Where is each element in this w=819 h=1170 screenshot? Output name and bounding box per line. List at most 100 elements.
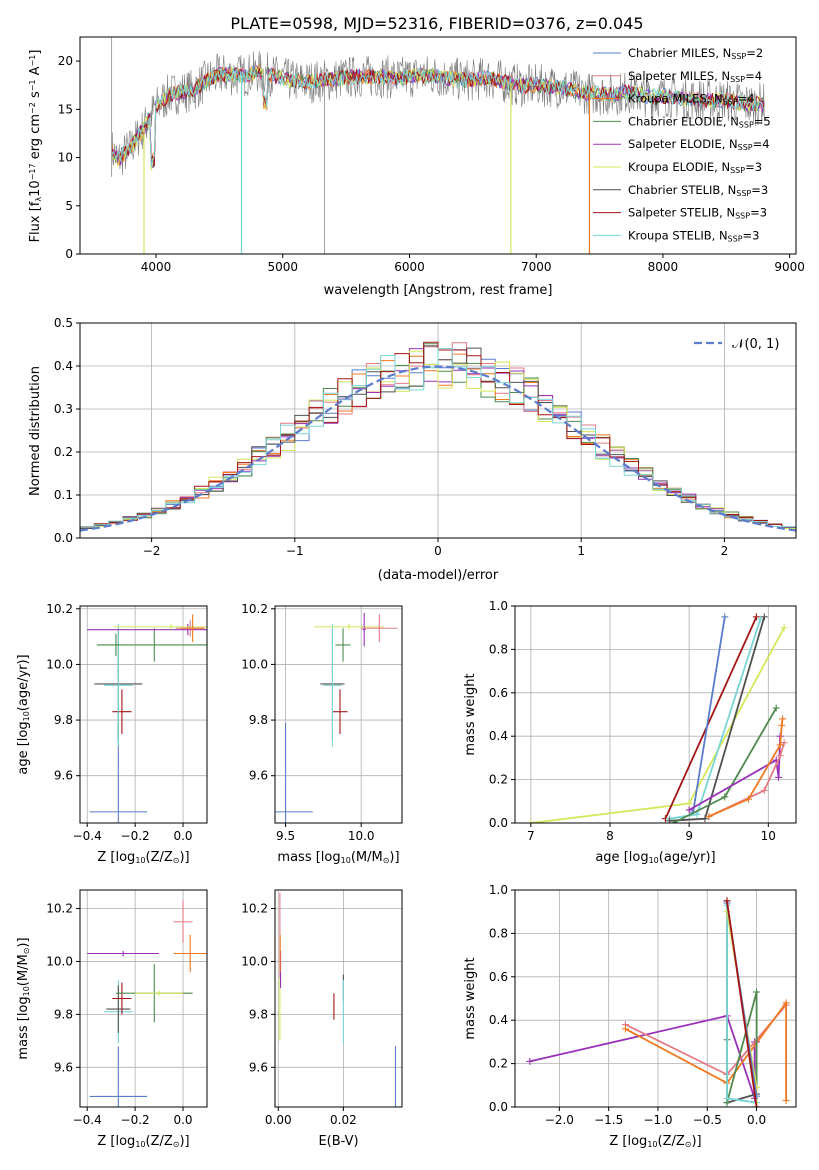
axes-residuals <box>80 322 796 539</box>
axes-age-vs-mass <box>275 606 402 823</box>
frame-mass-vs-ebv: 0.00 0.02 9.6 9.8 10.0 10.2 E(B-V) <box>241 889 403 1149</box>
tick-label-y: 0.5 <box>54 316 73 330</box>
tick-label-x: −2.0 <box>545 1113 574 1127</box>
errorbar-point <box>112 689 132 734</box>
label-part: )] <box>179 850 189 865</box>
tick-label-x: 1 <box>577 544 585 558</box>
label-part: SSP <box>723 98 738 107</box>
axes-frame <box>79 889 208 1108</box>
y-axis-label: Normed distribution <box>28 366 43 496</box>
tick-label-y: 10.0 <box>46 657 73 671</box>
tick-label-y: 0.0 <box>489 1100 508 1114</box>
tick-label-x: 5000 <box>267 260 298 274</box>
label-part: age [log <box>595 850 648 865</box>
label-part: (Z/Z <box>146 850 173 865</box>
label-part: SSP <box>735 212 750 221</box>
label-part: −17 <box>28 163 37 180</box>
tick-label-y: 0.2 <box>489 773 508 787</box>
tick-label-y: 0.2 <box>489 1057 508 1071</box>
label-part: −1 <box>28 79 37 91</box>
tick-label-y: 0.3 <box>54 402 73 416</box>
plot-area <box>111 37 765 254</box>
tick-label-x: 0.0 <box>173 1113 192 1127</box>
label-part: Chabrier STELIB, <box>628 183 728 197</box>
axes-weight-vs-Z <box>515 889 796 1108</box>
label-part: N <box>729 137 738 151</box>
legend-label: Kroupa ELODIE, NSSP=3 <box>628 160 762 175</box>
tick-label-y: 9.6 <box>249 1060 268 1074</box>
label-part: N <box>721 69 730 83</box>
label-part: 10 <box>135 1140 145 1149</box>
errorbar-point <box>335 628 351 662</box>
label-part: Chabrier ELODIE, <box>628 114 730 128</box>
legend: 𝒩(0, 1) <box>694 337 779 352</box>
label-part: )] <box>179 1134 189 1149</box>
y-axis-label: mass [log10(M/M⊙)] <box>16 937 31 1059</box>
legend-label: Salpeter ELODIE, NSSP=4 <box>628 137 770 152</box>
tick-label-y: 0.0 <box>489 816 508 830</box>
label-part: =3 <box>743 228 760 242</box>
errorbar-point <box>89 722 148 823</box>
label-part: SSP <box>731 52 746 61</box>
weight-series <box>624 1001 787 1101</box>
tick-label-x: 0.02 <box>330 1113 357 1127</box>
legend-label: Chabrier MILES, NSSP=2 <box>628 46 763 61</box>
label-part: (M/M <box>16 954 31 986</box>
label-part: (Z/Z <box>658 1134 685 1149</box>
label-part: N <box>719 228 728 242</box>
errorbar-point <box>332 689 348 734</box>
tick-label-x: 4000 <box>141 260 172 274</box>
axes-frame <box>514 889 797 1108</box>
label-part: SSP <box>738 143 753 152</box>
axes-frame <box>274 605 403 824</box>
label-part: ⊙ <box>383 856 390 865</box>
label-part: A <box>28 66 43 79</box>
errorbar-point <box>87 950 160 957</box>
label-part: ⊙ <box>173 856 180 865</box>
label-part: Kroupa ELODIE, <box>628 160 721 174</box>
x-axis-label: age [log10(age/yr)] <box>595 850 715 865</box>
frame-spectrum: 4000 5000 6000 7000 8000 9000 0 5 10 15 20 Chabrier… <box>28 36 805 298</box>
tick-label-x: 9000 <box>774 260 805 274</box>
tick-label-y: 10.2 <box>241 602 268 616</box>
legend-label: Chabrier ELODIE, NSSP=5 <box>628 114 771 129</box>
tick-label-x: −1 <box>286 544 304 558</box>
tick-label-x: −1.5 <box>594 1113 623 1127</box>
tick-label-x: 0 <box>434 544 442 558</box>
label-part: )] <box>389 850 399 865</box>
tick-label-y: 0.6 <box>489 686 508 700</box>
label-part: (age/yr)] <box>16 654 31 711</box>
x-axis-label: Z [log10(Z/Z⊙)] <box>97 1134 189 1149</box>
label-part: N <box>728 183 737 197</box>
weight-series <box>669 618 762 820</box>
label-part: 10 <box>135 856 145 865</box>
plot-area <box>279 892 397 1107</box>
label-part: (Z/Z <box>146 1134 173 1149</box>
tick-label-x: −0.4 <box>73 829 102 843</box>
tick-label-x: 9.5 <box>276 829 295 843</box>
x-axis-label: (data-model)/error <box>378 568 499 583</box>
plot-area <box>527 613 788 823</box>
label-part: SSP <box>736 189 751 198</box>
tick-label-x: 2 <box>721 544 729 558</box>
errorbar-point <box>113 624 207 630</box>
tick-label-y: 0.8 <box>489 926 508 940</box>
label-part: =4 <box>745 69 762 83</box>
frame-age-vs-mass: 9.5 10.0 9.6 9.8 10.0 10.2 mass [log10(M/M⊙)] <box>241 602 403 865</box>
label-part: SSP <box>730 166 745 175</box>
legend-label: Chabrier STELIB, NSSP=3 <box>628 183 768 198</box>
label-part: N <box>714 92 723 106</box>
label-part: SSP <box>739 120 754 129</box>
axes-frame <box>79 605 208 824</box>
label-part: Chabrier MILES, <box>628 46 723 60</box>
label-part: mass [log <box>277 850 340 865</box>
histogram-step <box>80 348 796 528</box>
tick-label-y: 10.2 <box>46 602 73 616</box>
tick-label-y: 20 <box>58 54 73 68</box>
tick-label-x: 0.0 <box>747 1113 766 1127</box>
x-axis-label: wavelength [Angstrom, rest frame] <box>324 283 553 298</box>
weight-series <box>692 616 726 813</box>
tick-label-y: 0 <box>65 247 73 261</box>
